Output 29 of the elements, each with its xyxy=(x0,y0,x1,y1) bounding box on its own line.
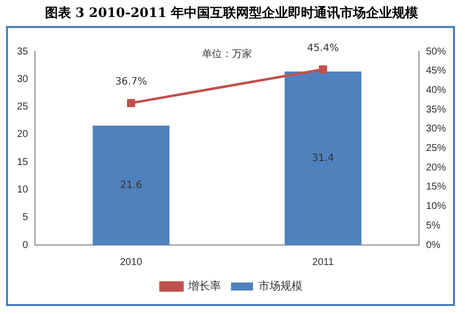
y2-tick-label: 0% xyxy=(426,240,441,251)
y2-tick-label: 50% xyxy=(426,46,446,58)
x-tick-label: 2011 xyxy=(312,256,334,268)
y-tick-label: 30 xyxy=(17,74,29,85)
y-tick-label: 0 xyxy=(22,240,29,251)
y-tick-label: 25 xyxy=(17,102,29,113)
y-tick-label: 5 xyxy=(22,212,29,224)
data-label: 21.6 xyxy=(120,180,142,191)
data-label: 31.4 xyxy=(312,152,334,164)
y2-tick-label: 10% xyxy=(426,201,446,212)
y2-tick-label: 30% xyxy=(426,124,446,135)
x-tick-label: 2010 xyxy=(120,256,143,268)
y2-tick-label: 5% xyxy=(426,220,441,232)
y2-tick-label: 40% xyxy=(426,85,446,96)
y-tick-label: 10 xyxy=(17,184,29,196)
data-label: 45.4% xyxy=(307,42,339,54)
data-label: 36.7% xyxy=(115,76,147,88)
chart-title: 图表 3 2010-2011 年中国互联网型企业即时通讯市场企业规模 xyxy=(44,5,418,22)
y-tick-label: 35 xyxy=(17,46,29,58)
y-tick-label: 15 xyxy=(17,156,29,168)
legend-label: 增长率 xyxy=(187,280,221,293)
y2-tick-label: 15% xyxy=(426,182,446,193)
y2-tick-label: 35% xyxy=(426,104,446,116)
y2-tick-label: 25% xyxy=(426,143,446,154)
y2-tick-label: 20% xyxy=(426,162,446,174)
y2-tick-label: 45% xyxy=(426,66,446,77)
y-tick-label: 20 xyxy=(17,129,29,140)
annotation: 单位：万家 xyxy=(202,48,252,60)
legend-label: 市场规模 xyxy=(258,280,302,293)
